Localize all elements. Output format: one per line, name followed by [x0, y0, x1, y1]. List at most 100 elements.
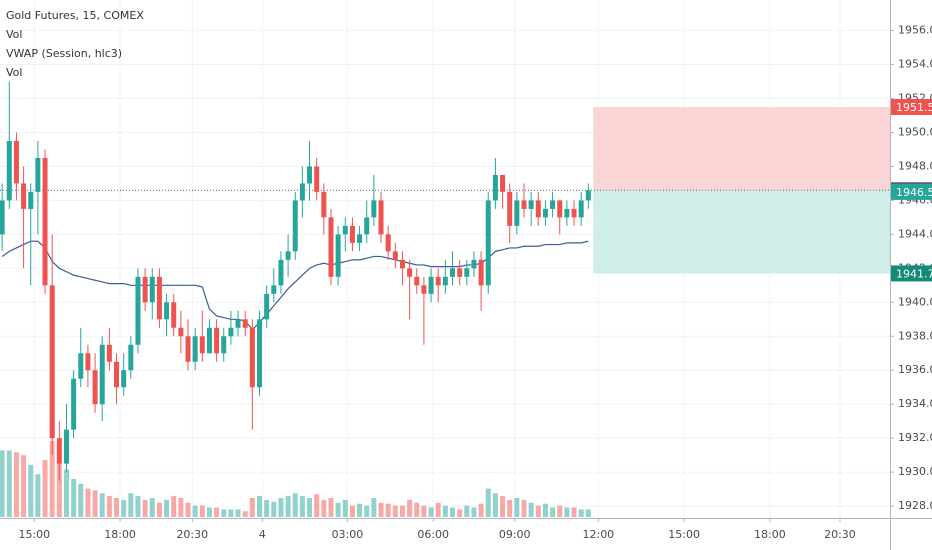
plot-area: [0, 0, 890, 518]
volume-bar: [442, 505, 448, 517]
volume-bar: [471, 507, 477, 517]
y-tick-label: 1950.0: [898, 125, 932, 138]
volume-bar: [414, 502, 420, 517]
x-tick-label: 20:30: [176, 528, 208, 541]
candle-body: [235, 319, 241, 328]
x-tick-label: 4: [259, 528, 266, 541]
candle-body: [249, 327, 255, 388]
candle-body: [571, 208, 577, 218]
candle-body: [13, 140, 19, 184]
chart-title: Gold Futures, 15, COMEX: [6, 9, 144, 22]
volume-bar: [78, 483, 84, 517]
volume-bar: [464, 505, 470, 517]
y-tick-label: 1930.0: [898, 465, 932, 478]
price-label-bg: [891, 98, 932, 115]
price-label-bg: [891, 183, 932, 200]
candle-body: [228, 327, 234, 337]
volume-bar: [478, 503, 484, 517]
y-tick-label: 1944.0: [898, 227, 932, 240]
candle-body: [307, 166, 313, 184]
candle-body: [564, 208, 570, 218]
volume-bar: [349, 505, 355, 517]
volume-bar: [335, 502, 341, 517]
volume-bar: [435, 502, 441, 517]
candle-body: [264, 293, 270, 320]
candle-body: [6, 140, 12, 201]
candle-body: [99, 344, 105, 405]
volume-bar: [106, 496, 112, 517]
candle-body: [149, 276, 155, 303]
volume-bar: [364, 505, 370, 517]
volume-bar: [428, 507, 434, 517]
volume-bar: [371, 498, 377, 517]
y-tick-label: 1940.0: [898, 295, 932, 308]
candle-body: [199, 336, 205, 354]
candle-body: [407, 268, 413, 277]
volume-bar: [357, 503, 363, 517]
indicator-label: VWAP (Session, hlc3): [6, 47, 122, 60]
candle-body: [63, 429, 69, 464]
x-tick-label: 12:00: [582, 528, 614, 541]
volume-bar: [557, 505, 563, 517]
volume-bar: [314, 494, 320, 517]
y-tick-label: 1948.0: [898, 159, 932, 172]
candle-body: [35, 157, 41, 192]
candle-body: [550, 200, 556, 209]
price-label-bg: [891, 265, 932, 282]
volume-bar: [171, 496, 177, 517]
candle-body: [399, 259, 405, 269]
candle-body: [514, 200, 520, 226]
x-tick-label: 15:00: [668, 528, 700, 541]
candle-body: [335, 234, 341, 277]
candle-body: [464, 268, 470, 277]
target-zone: [593, 190, 890, 274]
volume-bar: [278, 498, 284, 517]
volume-bar: [457, 509, 463, 517]
volume-bar: [128, 493, 134, 517]
volume-bar: [578, 509, 584, 517]
candle-body: [442, 276, 448, 286]
volume-bar: [421, 505, 427, 517]
volume-bar: [264, 499, 270, 517]
volume-bar: [564, 507, 570, 517]
volume-bar: [228, 509, 234, 517]
volume-bar: [242, 511, 248, 517]
candle-body: [121, 370, 127, 388]
volume-bar: [535, 505, 541, 517]
volume-bar: [585, 509, 591, 517]
candle-body: [92, 370, 98, 405]
volume-bar: [292, 493, 298, 517]
candle-body: [178, 327, 184, 337]
y-tick-label: 1936.0: [898, 363, 932, 376]
indicator-label: Vol: [6, 66, 22, 79]
candle-body: [385, 234, 391, 252]
volume-bar: [135, 496, 141, 517]
candle-body: [171, 302, 177, 328]
volume-bar: [92, 490, 98, 517]
volume-bar: [256, 496, 262, 517]
volume-bar: [271, 501, 277, 517]
candle-body: [492, 174, 498, 201]
candle-body: [357, 234, 363, 243]
candle-body: [585, 190, 591, 201]
candle-body: [278, 259, 284, 286]
candle-body: [321, 191, 327, 218]
volume-bar: [328, 498, 334, 517]
candle-body: [106, 344, 112, 362]
candle-body: [314, 166, 320, 192]
x-tick-label: 09:00: [499, 528, 531, 541]
candle-body: [371, 200, 377, 218]
candle-body: [271, 285, 277, 294]
volume-bar: [514, 498, 520, 517]
candle-body: [28, 191, 34, 209]
candle-body: [49, 285, 55, 439]
volume-bar: [56, 460, 62, 517]
candle-body: [342, 225, 348, 235]
y-tick-label: 1934.0: [898, 397, 932, 410]
volume-bar: [28, 464, 34, 517]
candle-body: [42, 157, 48, 286]
x-tick-label: 15:00: [18, 528, 50, 541]
y-tick-label: 1956.0: [898, 24, 932, 37]
volume-bar: [99, 493, 105, 517]
